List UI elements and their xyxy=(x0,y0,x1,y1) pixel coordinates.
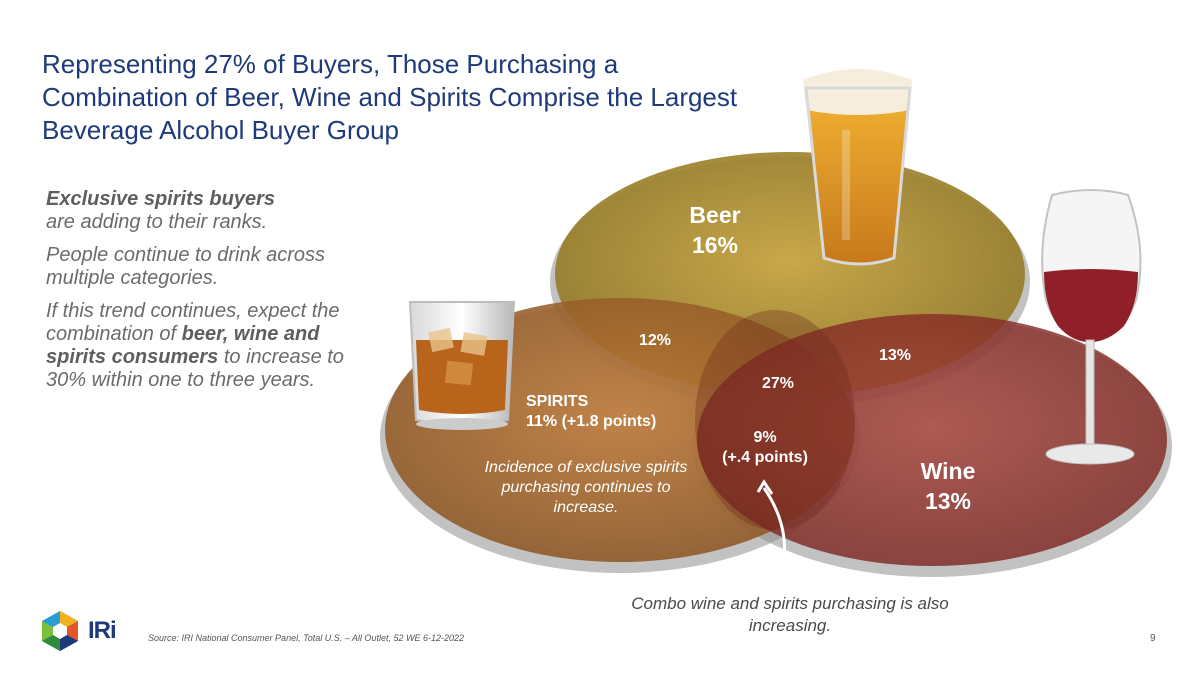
combo-note: Combo wine and spirits purchasing is als… xyxy=(631,594,949,635)
iri-logo-icon xyxy=(42,611,78,651)
side-note-3: If this trend continues, expect the comb… xyxy=(46,300,344,391)
brand-name: IRi xyxy=(88,617,117,644)
beer-spirits-overlap-label: 12% xyxy=(638,332,672,349)
spirits-note: Incidence of exclusive spirits purchasin… xyxy=(484,459,688,516)
wine-circle xyxy=(697,314,1167,566)
spirits-label: SPIRITS 11% (+1.8 points) xyxy=(526,393,657,430)
beer-wine-overlap-label: 13% xyxy=(878,347,912,364)
source-note: Source: IRI National Consumer Panel, Tot… xyxy=(148,633,464,643)
beer-label: Beer 16% xyxy=(689,202,741,258)
combo-arrow-icon xyxy=(756,479,787,599)
wine-glass-icon xyxy=(1041,189,1142,465)
wine-spirits-overlap-label: 9% (+.4 points) xyxy=(722,429,808,466)
side-note-1: Exclusive spirits buyers are adding to th… xyxy=(46,188,276,233)
center-overlap xyxy=(695,310,855,530)
all-three-overlap-label: 27% xyxy=(761,375,795,392)
page-title: Representing 27% of Buyers, Those Purcha… xyxy=(42,49,738,145)
whiskey-glass-icon xyxy=(408,301,516,430)
wine-label: Wine 13% xyxy=(920,458,976,514)
beer-glass-icon xyxy=(803,69,912,266)
page-number: 9 xyxy=(1150,633,1156,644)
side-note-2: People continue to drink across multiple… xyxy=(46,244,326,289)
side-notes: Exclusive spirits buyers are adding to th… xyxy=(46,188,346,402)
